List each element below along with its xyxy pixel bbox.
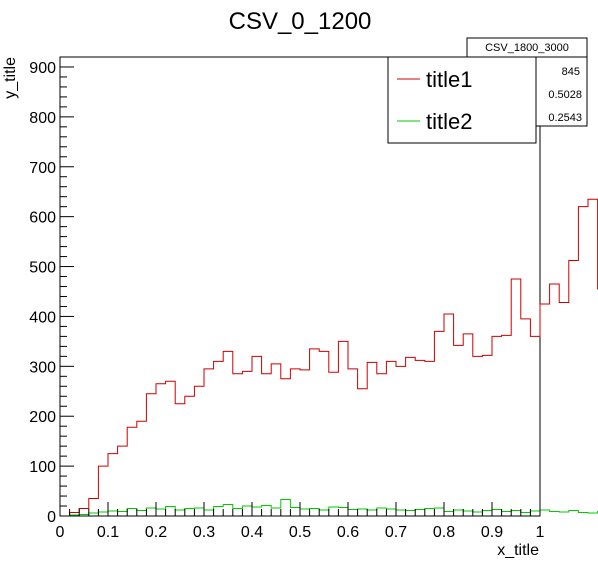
x-tick-label: 0 <box>56 524 65 541</box>
x-tick-label: 0.1 <box>97 524 119 541</box>
y-tick-label: 400 <box>29 309 56 326</box>
x-tick-label: 0.8 <box>433 524 455 541</box>
chart-title: CSV_0_1200 <box>229 8 372 35</box>
y-axis: 0 100 200 300 400 500 600 700 800 900 <box>29 60 74 526</box>
y-tick-label: 500 <box>29 260 56 277</box>
x-tick-label: 0.7 <box>385 524 407 541</box>
x-tick-label: 0.9 <box>481 524 503 541</box>
x-tick-label: 0.6 <box>337 524 359 541</box>
x-tick-label: 0.4 <box>241 524 263 541</box>
y-tick-label: 900 <box>29 60 56 77</box>
y-tick-label: 800 <box>29 110 56 127</box>
stats-value-stddev: 0.2543 <box>548 112 582 124</box>
x-tick-label: 0.3 <box>193 524 215 541</box>
y-axis-label: y_title <box>2 57 19 99</box>
stats-value-entries: 845 <box>562 66 580 78</box>
x-tick-label: 1 <box>536 524 545 541</box>
legend-label-title1: title1 <box>426 67 472 92</box>
x-tick-label: 0.5 <box>289 524 311 541</box>
y-tick-label: 600 <box>29 210 56 227</box>
x-axis-label: x_title <box>497 542 539 559</box>
y-tick-label: 100 <box>29 459 56 476</box>
series-layer <box>60 198 598 517</box>
y-tick-label: 300 <box>29 359 56 376</box>
x-tick-label: 0.2 <box>145 524 167 541</box>
legend-frame <box>387 56 537 144</box>
histogram-series-title1 <box>60 198 598 517</box>
legend: title1 title2 <box>387 56 537 144</box>
legend-label-title2: title2 <box>426 109 472 134</box>
x-axis: 0 0.1 0.2 0.3 0.4 0.5 0.6 0.7 0.8 0.9 1 <box>56 502 545 541</box>
y-tick-label: 0 <box>47 509 56 526</box>
y-tick-label: 200 <box>29 409 56 426</box>
stats-value-mean: 0.5028 <box>548 89 582 101</box>
stats-box-title: CSV_1800_3000 <box>485 42 569 54</box>
y-tick-label: 700 <box>29 160 56 177</box>
